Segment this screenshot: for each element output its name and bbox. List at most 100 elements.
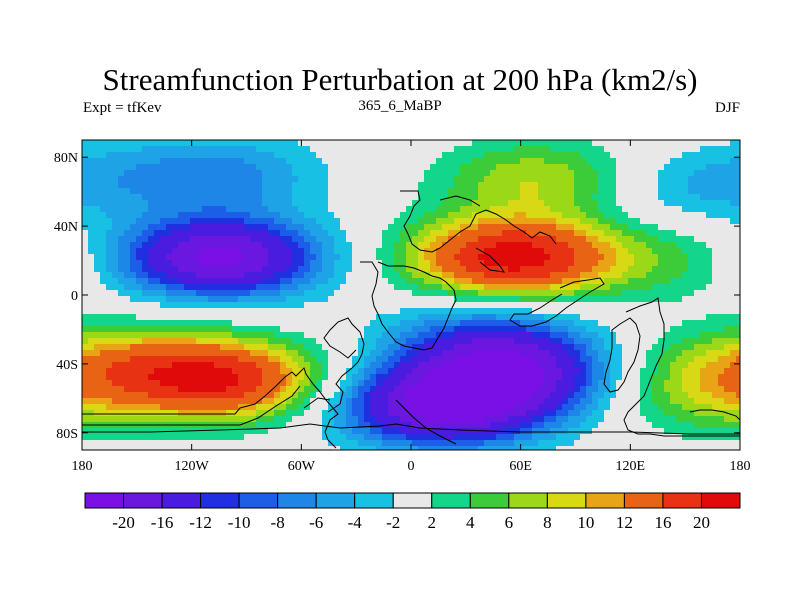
field-cell xyxy=(544,140,550,146)
field-cell xyxy=(424,188,430,194)
field-cell xyxy=(274,356,280,362)
field-cell xyxy=(574,200,580,206)
field-cell xyxy=(118,284,124,290)
field-cell xyxy=(532,350,538,356)
field-cell xyxy=(112,374,118,380)
field-cell xyxy=(538,182,544,188)
field-cell xyxy=(388,380,394,386)
field-cell xyxy=(250,218,256,224)
field-cell xyxy=(670,356,676,362)
field-cell xyxy=(160,266,166,272)
field-cell xyxy=(592,374,598,380)
field-cell xyxy=(646,386,652,392)
field-cell xyxy=(718,248,724,254)
field-cell xyxy=(400,230,406,236)
field-cell xyxy=(172,392,178,398)
field-cell xyxy=(280,398,286,404)
field-cell xyxy=(454,332,460,338)
field-cell xyxy=(436,326,442,332)
field-cell xyxy=(292,236,298,242)
field-cell xyxy=(244,302,250,308)
field-cell xyxy=(256,152,262,158)
field-cell xyxy=(736,212,740,218)
field-cell xyxy=(238,284,244,290)
field-cell xyxy=(142,236,148,242)
field-cell xyxy=(130,320,136,326)
field-cell xyxy=(718,392,724,398)
field-cell xyxy=(490,350,496,356)
field-cell xyxy=(304,404,310,410)
field-cell xyxy=(460,230,466,236)
field-cell xyxy=(364,182,370,188)
field-cell xyxy=(592,386,598,392)
field-cell xyxy=(490,266,496,272)
field-cell xyxy=(418,236,424,242)
field-cell xyxy=(382,272,388,278)
field-cell xyxy=(568,404,574,410)
field-cell xyxy=(718,386,724,392)
field-cell xyxy=(208,248,214,254)
field-cell xyxy=(460,338,466,344)
field-cell xyxy=(574,338,580,344)
field-cell xyxy=(268,242,274,248)
field-cell xyxy=(298,380,304,386)
field-cell xyxy=(214,194,220,200)
field-cell xyxy=(166,350,172,356)
field-cell xyxy=(256,404,262,410)
field-cell xyxy=(142,326,148,332)
field-cell xyxy=(580,386,586,392)
field-cell xyxy=(502,278,508,284)
field-cell xyxy=(460,320,466,326)
field-cell xyxy=(178,206,184,212)
field-cell xyxy=(292,284,298,290)
field-cell xyxy=(130,368,136,374)
field-cell xyxy=(502,260,508,266)
field-cell xyxy=(724,314,730,320)
field-cell xyxy=(472,248,478,254)
field-cell xyxy=(148,302,154,308)
field-cell xyxy=(148,290,154,296)
field-cell xyxy=(430,314,436,320)
field-cell xyxy=(640,344,646,350)
field-cell xyxy=(430,260,436,266)
field-cell xyxy=(718,362,724,368)
field-cell xyxy=(340,146,346,152)
field-cell xyxy=(532,284,538,290)
field-cell xyxy=(580,194,586,200)
field-cell xyxy=(622,146,628,152)
field-cell xyxy=(148,224,154,230)
streamfunction-field xyxy=(82,140,740,450)
field-cell xyxy=(496,284,502,290)
field-cell xyxy=(676,152,682,158)
field-cell xyxy=(358,302,364,308)
field-cell xyxy=(196,206,202,212)
field-cell xyxy=(706,332,712,338)
field-cell xyxy=(304,308,310,314)
field-cell xyxy=(580,284,586,290)
field-cell xyxy=(622,206,628,212)
field-cell xyxy=(652,290,658,296)
field-cell xyxy=(712,404,718,410)
field-cell xyxy=(370,188,376,194)
field-cell xyxy=(568,194,574,200)
field-cell xyxy=(310,230,316,236)
field-cell xyxy=(346,146,352,152)
field-cell xyxy=(538,194,544,200)
field-cell xyxy=(730,188,736,194)
field-cell xyxy=(526,200,532,206)
field-cell xyxy=(364,368,370,374)
field-cell xyxy=(406,332,412,338)
field-cell xyxy=(544,374,550,380)
field-cell xyxy=(118,302,124,308)
field-cell xyxy=(118,380,124,386)
field-cell xyxy=(196,386,202,392)
field-cell xyxy=(304,224,310,230)
field-cell xyxy=(460,266,466,272)
field-cell xyxy=(706,272,712,278)
field-cell xyxy=(514,146,520,152)
field-cell xyxy=(316,296,322,302)
field-cell xyxy=(418,296,424,302)
field-cell xyxy=(280,200,286,206)
field-cell xyxy=(478,296,484,302)
